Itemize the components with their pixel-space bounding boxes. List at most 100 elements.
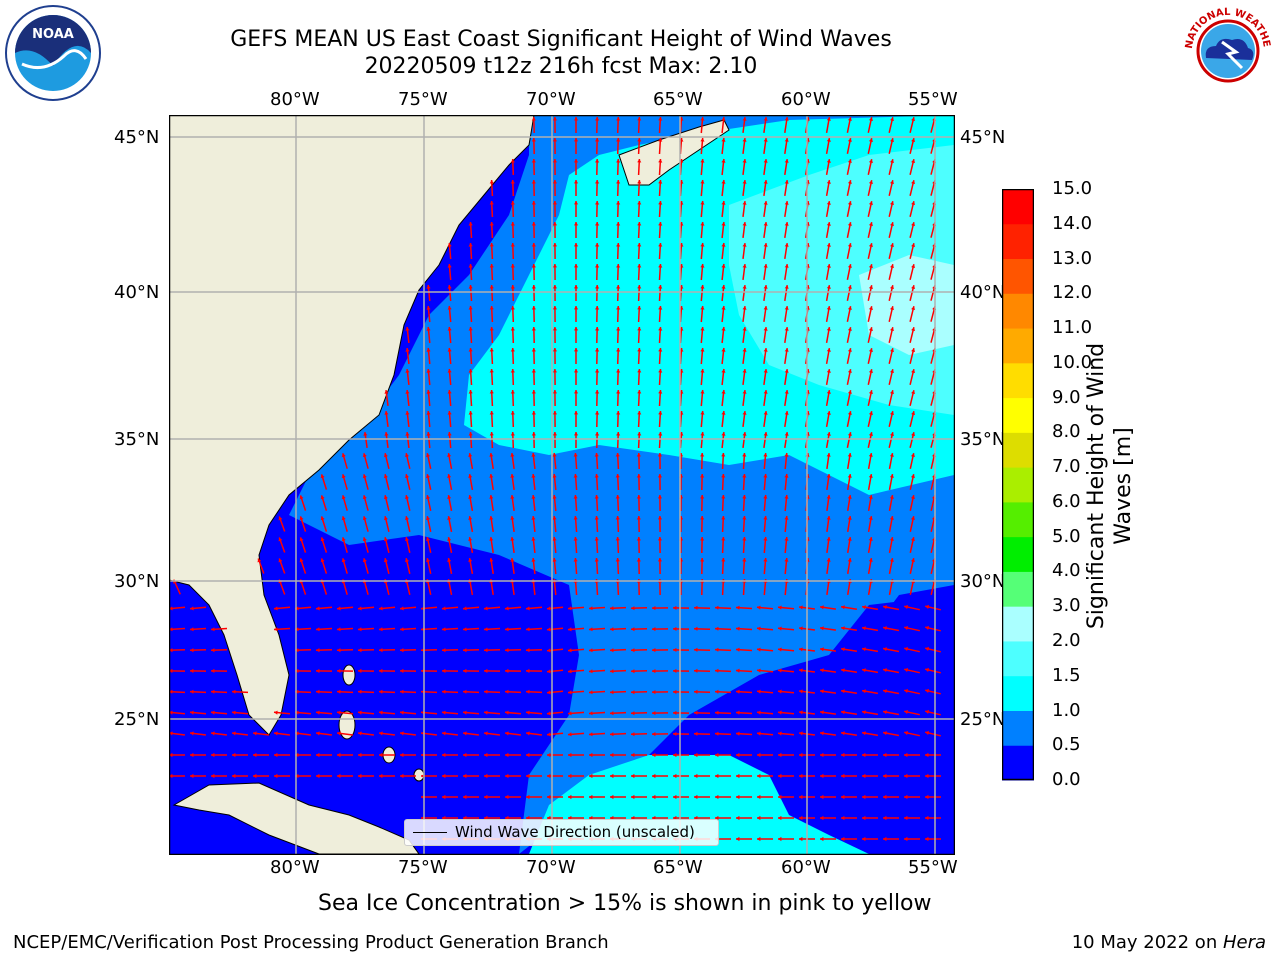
wave-direction-arrowhead <box>721 201 726 205</box>
wave-direction-arrowhead <box>657 495 662 499</box>
wave-direction-arrowhead <box>637 159 642 163</box>
wave-direction-arrowhead <box>763 180 768 184</box>
wave-direction-arrowhead <box>341 474 346 479</box>
wave-direction-arrowhead <box>616 180 621 184</box>
wave-direction-arrowhead <box>757 647 761 652</box>
wave-direction-arrowhead <box>826 180 831 184</box>
wave-direction-arrowhead <box>890 411 894 415</box>
wave-direction-arrowhead <box>337 627 341 632</box>
colorbar-tick-label: 14.0 <box>1052 212 1093 234</box>
wave-direction-arrowhead <box>636 516 641 520</box>
wave-direction-arrowhead <box>526 689 530 694</box>
wave-direction-arrowhead <box>253 773 257 779</box>
wave-direction-arrowhead <box>316 752 320 758</box>
wave-direction-arrowhead <box>232 773 236 779</box>
wave-direction-arrowhead <box>341 516 346 521</box>
wave-direction-arrowhead <box>694 605 698 610</box>
wave-direction-arrowhead <box>883 836 887 842</box>
wave-direction-arrowhead <box>868 222 873 226</box>
wave-direction-arrowhead <box>631 627 635 632</box>
wave-direction-arrowhead <box>742 474 747 478</box>
wave-direction-arrowhead <box>700 516 705 520</box>
wave-direction-arrowhead <box>784 243 789 247</box>
wave-direction-arrowhead <box>468 495 473 499</box>
wave-direction-arrowhead <box>568 627 572 632</box>
wave-direction-arrowhead <box>463 606 467 611</box>
wave-direction-arrowhead <box>736 773 740 779</box>
wave-direction-arrowhead <box>552 390 557 394</box>
wave-direction-arrowhead <box>673 668 677 673</box>
wave-direction-arrowhead <box>526 710 530 715</box>
map-legend: Wind Wave Direction (unscaled) <box>404 819 719 846</box>
wave-direction-arrowhead <box>595 285 600 289</box>
wave-direction-arrowhead <box>700 369 705 373</box>
colorbar-tick-label: 1.0 <box>1052 699 1081 721</box>
wave-direction-arrowhead <box>784 138 789 142</box>
wave-direction-arrowhead <box>531 285 536 289</box>
wave-direction-arrowhead <box>468 537 473 541</box>
wave-direction-arrowhead <box>847 558 852 562</box>
wave-direction-arrowhead <box>574 201 579 205</box>
wave-direction-arrowhead <box>700 201 705 205</box>
wave-direction-arrowhead <box>868 243 873 247</box>
wave-direction-arrowhead <box>531 180 536 184</box>
wave-direction-arrowhead <box>721 180 726 184</box>
wave-direction-arrowhead <box>658 285 663 289</box>
wave-direction-arrowhead <box>904 815 908 821</box>
lat-tick-right: 40°N <box>960 282 1006 303</box>
wave-direction-arrowhead <box>910 516 915 520</box>
wave-direction-arrowhead <box>510 411 515 415</box>
wave-direction-arrowhead <box>868 411 873 415</box>
colorbar-segment <box>1002 432 1034 468</box>
wave-direction-arrowhead <box>595 180 600 184</box>
footer-machine: Hera <box>1222 932 1266 953</box>
wave-direction-arrowhead <box>721 222 726 226</box>
wave-direction-arrowhead <box>405 348 410 352</box>
wave-direction-arrowhead <box>883 731 887 736</box>
wave-direction-arrowhead <box>169 627 173 632</box>
wave-direction-arrowhead <box>883 605 887 610</box>
wave-direction-arrowhead <box>757 836 761 842</box>
wave-direction-arrowhead <box>320 474 325 479</box>
wave-direction-arrowhead <box>721 474 726 478</box>
wave-direction-arrowhead <box>442 648 446 653</box>
wave-direction-arrowhead <box>925 604 929 609</box>
colorbar-segment <box>1002 362 1034 399</box>
wave-direction-arrowhead <box>594 495 599 499</box>
wave-direction-arrowhead <box>778 710 782 715</box>
wave-direction-arrowhead <box>757 710 761 715</box>
wave-direction-arrowhead <box>890 222 894 226</box>
wave-direction-arrowhead <box>468 306 473 310</box>
wave-direction-arrowhead <box>847 264 852 268</box>
wave-direction-arrowhead <box>784 159 789 163</box>
wave-direction-arrowhead <box>631 752 635 758</box>
wave-direction-arrowhead <box>742 327 747 331</box>
wave-direction-arrowhead <box>784 222 789 226</box>
wave-direction-arrowhead <box>868 558 873 562</box>
wave-direction-arrowhead <box>489 264 494 268</box>
wave-direction-arrowhead <box>547 752 551 758</box>
wave-direction-arrowhead <box>890 159 894 163</box>
wave-direction-arrowhead <box>232 731 236 736</box>
colorbar-label-line1: Significant Height of Wind <box>1084 342 1109 630</box>
wave-direction-arrowhead <box>510 369 515 373</box>
wave-direction-arrowhead <box>841 815 845 821</box>
wave-direction-arrowhead <box>616 369 621 373</box>
wave-direction-arrowhead <box>889 453 894 457</box>
wave-direction-arrowhead <box>510 495 515 499</box>
wave-direction-arrowhead <box>868 117 873 121</box>
wave-direction-arrowhead <box>826 306 831 310</box>
lon-tick-top: 75°W <box>398 89 448 110</box>
wave-direction-arrowhead <box>594 516 599 520</box>
wave-direction-arrowhead <box>742 432 747 436</box>
footer-date: 10 May 2022 on Hera <box>1072 932 1266 953</box>
wave-direction-arrowhead <box>862 668 866 673</box>
wave-direction-arrowhead <box>400 648 404 653</box>
wave-direction-arrowhead <box>595 411 600 415</box>
wave-direction-arrowhead <box>594 537 599 541</box>
wave-direction-arrowhead <box>447 516 452 520</box>
wave-direction-arrowhead <box>447 369 452 373</box>
wave-direction-arrowhead <box>700 432 705 436</box>
wave-direction-arrowhead <box>910 537 915 541</box>
wave-direction-arrowhead <box>763 327 768 331</box>
